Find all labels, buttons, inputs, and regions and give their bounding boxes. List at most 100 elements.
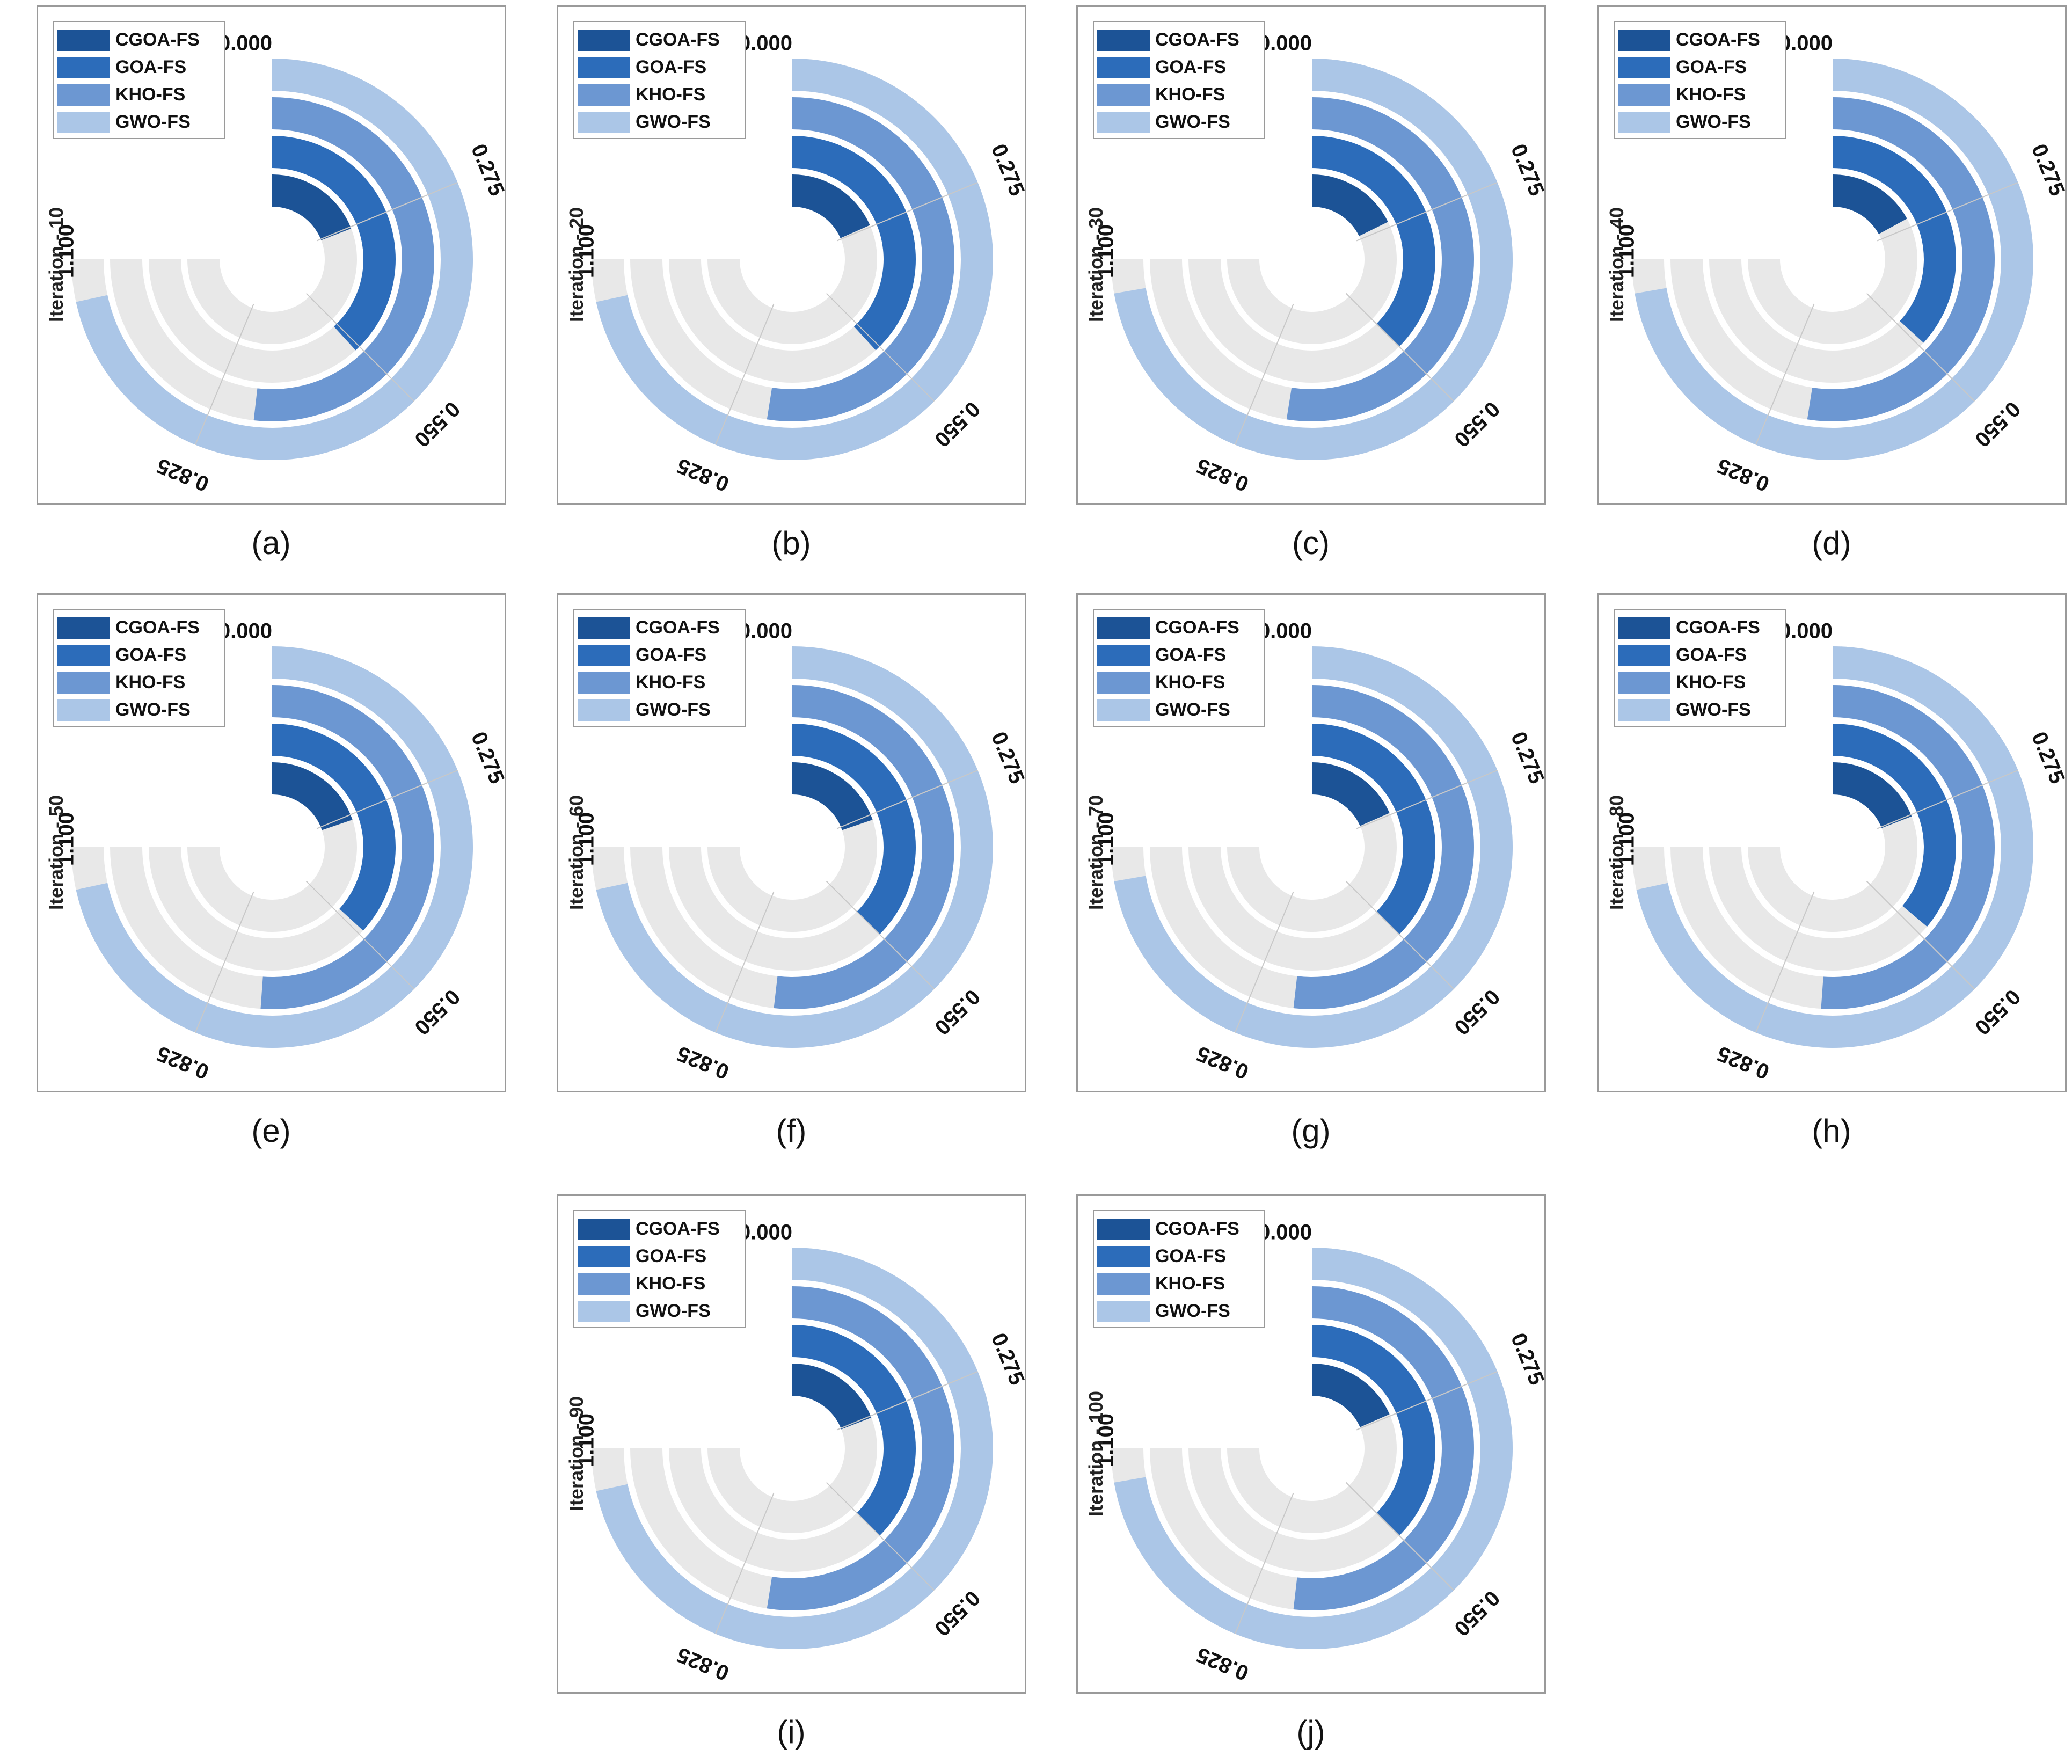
chart-panel: 0.000 0.275 0.550 0.825 1.100 CGOA-FS GOA-FS KH… bbox=[37, 5, 508, 505]
tick-label: 0.000 bbox=[739, 619, 792, 643]
legend-item: GOA-FS bbox=[1097, 642, 1261, 669]
radial-bar-kho-fs bbox=[767, 1286, 954, 1610]
tick-label: 0.275 bbox=[2027, 728, 2068, 787]
radial-bar-goa-fs bbox=[792, 136, 916, 351]
radial-gridline bbox=[305, 293, 415, 402]
radial-gridline bbox=[1877, 769, 2018, 829]
chart-panel: 0.000 0.275 0.550 0.825 1.100 CGOA-FS GOA-FS KH… bbox=[1076, 5, 1548, 505]
radial-gridline bbox=[194, 303, 254, 445]
tick-label: 0.550 bbox=[930, 985, 984, 1039]
radial-gridline bbox=[836, 1371, 978, 1431]
legend-item: GOA-FS bbox=[1097, 1243, 1261, 1270]
radial-bar-kho-fs bbox=[774, 685, 954, 1009]
radial-gridline bbox=[316, 769, 458, 829]
y-axis-title-text: Iteration - 70 bbox=[1085, 794, 1107, 910]
radial-bar-chart: 0.000 0.275 0.550 0.825 1.100 bbox=[1095, 619, 1548, 1084]
legend-item: GWO-FS bbox=[57, 108, 221, 136]
tick-label: 1.100 bbox=[575, 1413, 599, 1467]
radial-bar-chart: 0.000 0.275 0.550 0.825 1.100 bbox=[55, 32, 508, 496]
y-axis-title-text: Iteration - 60 bbox=[565, 794, 587, 910]
legend-label: KHO-FS bbox=[1676, 672, 1746, 693]
legend-item: KHO-FS bbox=[57, 81, 221, 108]
legend-swatch bbox=[1097, 29, 1150, 51]
legend-label: GWO-FS bbox=[636, 112, 711, 132]
radial-bar-goa-fs bbox=[1312, 1325, 1435, 1536]
radial-bar-cgoa-fs bbox=[1833, 762, 1912, 828]
legend-swatch bbox=[578, 699, 630, 721]
panel-caption: (d) bbox=[1812, 525, 1851, 561]
legend-label: GOA-FS bbox=[636, 57, 707, 77]
panel-caption: (b) bbox=[771, 525, 811, 561]
legend-item: GOA-FS bbox=[57, 54, 221, 81]
tick-label: 0.000 bbox=[1258, 32, 1312, 55]
tick-label: 0.825 bbox=[1193, 1643, 1252, 1685]
tick-label: 1.100 bbox=[575, 812, 599, 866]
legend-item: KHO-FS bbox=[1097, 669, 1261, 696]
tick-label: 0.275 bbox=[1506, 141, 1548, 199]
legend-label: GOA-FS bbox=[1155, 57, 1227, 77]
tick-label: 0.275 bbox=[1506, 1330, 1548, 1388]
legend-swatch bbox=[578, 111, 630, 133]
radial-bar-chart: 0.000 0.275 0.550 0.825 1.100 bbox=[575, 1221, 1028, 1685]
legend-label: GOA-FS bbox=[1155, 645, 1227, 665]
tick-label: 0.550 bbox=[410, 985, 464, 1039]
legend: CGOA-FS GOA-FS KHO-FS GWO-FS bbox=[53, 21, 225, 139]
radial-gridline bbox=[1755, 891, 1815, 1033]
radial-bar-cgoa-fs bbox=[272, 174, 352, 240]
legend-label: GOA-FS bbox=[1676, 57, 1747, 77]
chart-panel: 0.000 0.275 0.550 0.825 1.100 CGOA-FS GOA-FS KH… bbox=[1597, 5, 2068, 505]
radial-bar-goa-fs bbox=[792, 1325, 916, 1536]
radial-gridline bbox=[1866, 880, 1975, 990]
legend-item: KHO-FS bbox=[57, 669, 221, 696]
legend-label: GOA-FS bbox=[636, 1246, 707, 1266]
legend-item: KHO-FS bbox=[1097, 1270, 1261, 1298]
legend-label: CGOA-FS bbox=[115, 617, 200, 638]
radial-gridline bbox=[1345, 880, 1455, 990]
legend: CGOA-FS GOA-FS KHO-FS GWO-FS bbox=[1093, 1210, 1265, 1328]
radial-bar-cgoa-fs bbox=[792, 762, 873, 830]
radial-bar-cgoa-fs bbox=[1312, 762, 1390, 826]
y-axis-title-text: Iteration - 30 bbox=[1085, 207, 1107, 323]
radial-gridline bbox=[714, 303, 775, 445]
legend-swatch bbox=[578, 1245, 630, 1267]
legend-swatch bbox=[1618, 111, 1670, 133]
legend-swatch bbox=[578, 56, 630, 78]
legend-swatch bbox=[1618, 672, 1670, 694]
chart-panel: 0.000 0.275 0.550 0.825 1.100 CGOA-FS GOA-FS KH… bbox=[557, 5, 1028, 505]
legend-item: CGOA-FS bbox=[57, 26, 221, 54]
legend: CGOA-FS GOA-FS KHO-FS GWO-FS bbox=[1093, 21, 1265, 139]
legend-swatch bbox=[578, 672, 630, 694]
legend-item: CGOA-FS bbox=[578, 1215, 741, 1243]
legend-label: GOA-FS bbox=[115, 645, 187, 665]
legend-item: CGOA-FS bbox=[1618, 614, 1782, 642]
tick-label: 0.825 bbox=[154, 454, 212, 496]
chart-panel: 0.000 0.275 0.550 0.825 1.100 CGOA-FS GOA-FS KH… bbox=[1076, 1194, 1548, 1694]
tick-label: 0.000 bbox=[739, 32, 792, 55]
legend-label: KHO-FS bbox=[636, 1273, 706, 1294]
legend-swatch bbox=[1097, 1300, 1150, 1322]
legend-item: KHO-FS bbox=[578, 669, 741, 696]
legend-item: GWO-FS bbox=[1618, 696, 1782, 724]
radial-bar-goa-fs bbox=[792, 724, 916, 935]
radial-bar-chart: 0.000 0.275 0.550 0.825 1.100 bbox=[575, 619, 1028, 1084]
legend-label: CGOA-FS bbox=[1155, 617, 1239, 638]
legend-swatch bbox=[57, 617, 110, 639]
radial-bar-goa-fs bbox=[1312, 136, 1435, 347]
tick-label: 0.275 bbox=[1506, 728, 1548, 787]
radial-gridline bbox=[1356, 181, 1498, 242]
radial-bar-goa-fs bbox=[272, 724, 396, 931]
tick-label: 0.825 bbox=[1714, 454, 1772, 496]
legend-swatch bbox=[1097, 1245, 1150, 1267]
legend-swatch bbox=[578, 1273, 630, 1295]
legend-label: KHO-FS bbox=[115, 672, 186, 693]
tick-label: 1.100 bbox=[1095, 224, 1118, 278]
legend: CGOA-FS GOA-FS KHO-FS GWO-FS bbox=[1614, 21, 1786, 139]
tick-label: 0.000 bbox=[1258, 1221, 1312, 1244]
y-axis-title-text: Iteration - 40 bbox=[1606, 207, 1628, 323]
tick-label: 0.275 bbox=[987, 728, 1028, 787]
tick-label: 0.275 bbox=[466, 141, 508, 199]
tick-label: 0.825 bbox=[1193, 454, 1252, 496]
chart-panel: 0.000 0.275 0.550 0.825 1.100 CGOA-FS GOA-FS KH… bbox=[1597, 593, 2068, 1092]
legend-item: GOA-FS bbox=[578, 642, 741, 669]
radial-bar-kho-fs bbox=[767, 97, 954, 421]
